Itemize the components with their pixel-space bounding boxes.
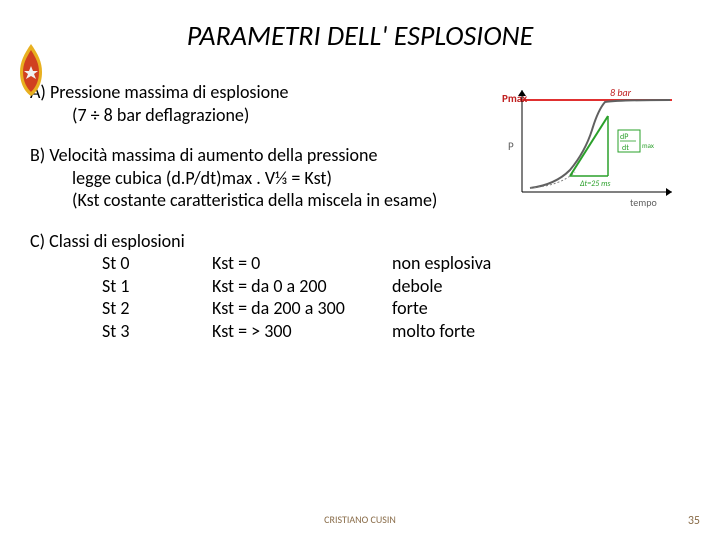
x-axis-label: tempo [630,196,657,209]
table-cell: molto forte [392,320,552,343]
y-axis-label: P [508,140,514,153]
pmax-label: Pmax [502,92,527,105]
table-cell: Kst = 0 [212,252,392,275]
section-c: C) Classi di esplosioni St 0 Kst = 0 non… [30,230,690,343]
table-cell: Kst = da 0 a 200 [212,275,392,298]
section-c-heading: C) Classi di esplosioni [30,230,690,253]
table-cell: Kst = > 300 [212,320,392,343]
table-cell: St 1 [102,275,212,298]
dpdt-sub: max [642,141,654,150]
slide: PARAMETRI DELL' ESPLOSIONE Pmax 8 bar dP… [0,0,720,540]
pmax-value: 8 bar [610,86,632,99]
page-number: 35 [688,514,700,528]
slide-title: PARAMETRI DELL' ESPLOSIONE [30,18,690,53]
table-cell: forte [392,297,552,320]
footer-author: CRISTIANO CUSIN [324,513,396,526]
pressure-time-chart: Pmax 8 bar dP dt max Δt=25 ms P tempo [500,80,680,210]
table-cell: Kst = da 200 a 300 [212,297,392,320]
table-cell: St 3 [102,320,212,343]
classes-table: St 0 Kst = 0 non esplosiva St 1 Kst = da… [30,252,690,342]
table-cell: St 0 [102,252,212,275]
dt-label: Δt=25 ms [579,179,611,189]
logo-emblem [6,40,56,98]
table-cell: St 2 [102,297,212,320]
table-cell: non esplosiva [392,252,552,275]
svg-text:dt: dt [622,143,629,153]
svg-text:dP: dP [620,132,628,142]
table-cell: debole [392,275,552,298]
